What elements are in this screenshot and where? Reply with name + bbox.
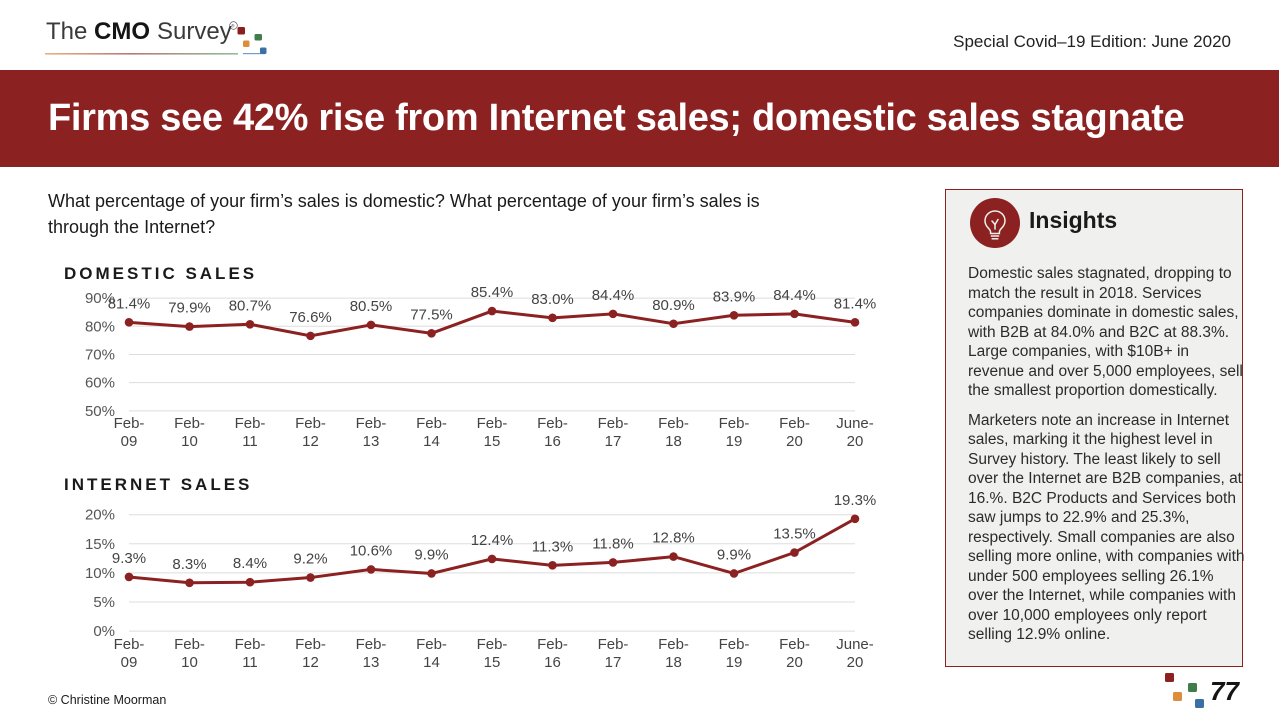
svg-text:79.9%: 79.9% [168,300,211,317]
svg-text:84.4%: 84.4% [773,287,816,304]
svg-text:Feb-: Feb- [719,636,750,653]
svg-text:5%: 5% [93,594,115,611]
svg-text:12: 12 [302,433,319,450]
svg-text:9.9%: 9.9% [717,546,751,563]
svg-text:10: 10 [181,433,198,450]
svg-text:09: 09 [121,433,138,450]
svg-text:80.9%: 80.9% [652,297,695,314]
svg-text:15: 15 [484,433,501,450]
svg-text:81.4%: 81.4% [834,295,877,312]
svg-text:14: 14 [423,433,440,450]
svg-text:Feb-: Feb- [719,415,750,432]
svg-text:09: 09 [121,654,138,671]
svg-text:77: 77 [1210,676,1240,706]
svg-text:Survey: Survey [157,18,232,45]
svg-text:17: 17 [605,433,622,450]
svg-text:Feb-: Feb- [356,636,387,653]
svg-text:10%: 10% [85,565,115,582]
svg-text:9.3%: 9.3% [112,550,146,567]
svg-text:8.3%: 8.3% [172,556,206,573]
svg-text:20: 20 [847,654,864,671]
svg-text:10: 10 [181,654,198,671]
svg-text:13.5%: 13.5% [773,526,816,543]
svg-text:60%: 60% [85,375,115,392]
svg-text:18: 18 [665,654,682,671]
svg-text:Feb-: Feb- [598,415,629,432]
svg-text:13: 13 [363,654,380,671]
svg-text:Feb-: Feb- [174,636,205,653]
svg-text:Feb-: Feb- [477,636,508,653]
svg-text:90%: 90% [85,290,115,307]
svg-text:®: ® [231,23,235,29]
svg-text:Feb-: Feb- [658,636,689,653]
svg-text:19.3%: 19.3% [834,492,877,509]
svg-text:83.0%: 83.0% [531,291,574,308]
svg-text:Feb-: Feb- [779,415,810,432]
svg-text:15: 15 [484,654,501,671]
svg-text:Feb-: Feb- [114,636,145,653]
svg-text:11.8%: 11.8% [592,535,633,552]
svg-text:85.4%: 85.4% [471,284,514,301]
svg-text:Feb-: Feb- [356,415,387,432]
svg-text:Feb-: Feb- [537,636,568,653]
svg-text:20: 20 [847,433,864,450]
svg-text:0%: 0% [93,623,115,640]
svg-text:Feb-: Feb- [295,415,326,432]
svg-text:11: 11 [242,654,258,671]
svg-text:Feb-: Feb- [174,415,205,432]
svg-text:Feb-: Feb- [537,415,568,432]
svg-text:Feb-: Feb- [477,415,508,432]
svg-text:80%: 80% [85,318,115,335]
svg-text:14: 14 [423,654,440,671]
svg-text:19: 19 [726,433,743,450]
svg-text:16: 16 [544,654,561,671]
svg-text:Feb-: Feb- [416,415,447,432]
svg-text:11.3%: 11.3% [532,538,573,555]
svg-text:17: 17 [605,654,622,671]
svg-text:June-: June- [836,636,874,653]
svg-text:16: 16 [544,433,561,450]
svg-text:84.4%: 84.4% [592,287,635,304]
svg-text:20%: 20% [85,507,115,524]
svg-text:10.6%: 10.6% [350,542,393,559]
svg-text:80.5%: 80.5% [350,298,393,315]
svg-text:77.5%: 77.5% [410,306,453,323]
svg-text:9.2%: 9.2% [293,551,327,568]
svg-text:Feb-: Feb- [114,415,145,432]
svg-text:Feb-: Feb- [598,636,629,653]
svg-text:Feb-: Feb- [295,636,326,653]
svg-text:50%: 50% [85,403,115,420]
svg-text:19: 19 [726,654,743,671]
svg-text:15%: 15% [85,536,115,553]
svg-text:20: 20 [786,654,803,671]
svg-text:Feb-: Feb- [658,415,689,432]
svg-text:13: 13 [363,433,380,450]
svg-text:Feb-: Feb- [235,415,266,432]
svg-text:CMO: CMO [94,18,150,45]
svg-text:June-: June- [836,415,874,432]
svg-text:83.9%: 83.9% [713,288,756,305]
svg-text:12.8%: 12.8% [652,530,695,547]
svg-text:11: 11 [242,433,258,450]
svg-text:9.9%: 9.9% [414,546,448,563]
svg-text:70%: 70% [85,346,115,363]
svg-text:Feb-: Feb- [416,636,447,653]
svg-text:80.7%: 80.7% [229,297,272,314]
svg-text:Feb-: Feb- [779,636,810,653]
svg-text:8.4%: 8.4% [233,555,267,572]
svg-text:20: 20 [786,433,803,450]
svg-text:18: 18 [665,433,682,450]
svg-text:12: 12 [302,654,319,671]
svg-text:76.6%: 76.6% [289,309,332,326]
svg-text:The: The [46,18,87,45]
svg-text:12.4%: 12.4% [471,532,514,549]
svg-text:Feb-: Feb- [235,636,266,653]
